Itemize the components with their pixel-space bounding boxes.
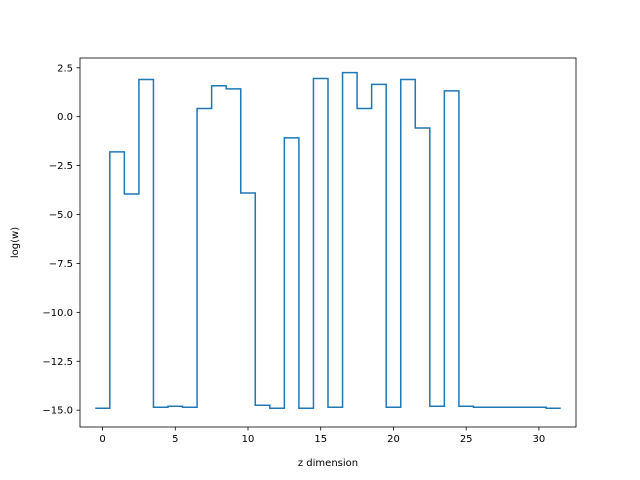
y-tick-label: −2.5: [49, 161, 73, 172]
x-tick-label: 15: [314, 434, 327, 445]
axis-ticks: 0 5 10 15 20 25 30 2.5 0.0 −2.5 −5.0 −7.5 −10.0 −12.5…: [42, 63, 545, 445]
y-tick-label: 2.5: [57, 63, 73, 74]
y-tick-label: −5.0: [49, 210, 73, 221]
y-axis-label: log(w): [10, 227, 21, 258]
x-tick-label: 30: [533, 434, 546, 445]
x-tick-label: 5: [172, 434, 178, 445]
axes-frame: [79, 57, 577, 428]
y-tick-label: 0.0: [57, 112, 73, 123]
series-line-0: [95, 71, 561, 409]
y-tick-label: −15.0: [42, 406, 73, 417]
y-tick-label: −10.0: [42, 308, 73, 319]
x-tick-label: 10: [242, 434, 255, 445]
x-axis-label: z dimension: [298, 458, 358, 469]
x-tick-label: 25: [460, 434, 473, 445]
x-tick-label: 20: [387, 434, 400, 445]
x-tick-label: 0: [99, 434, 105, 445]
y-tick-label: −7.5: [49, 259, 73, 270]
plot-area: [95, 71, 561, 409]
y-tick-label: −12.5: [42, 357, 73, 368]
